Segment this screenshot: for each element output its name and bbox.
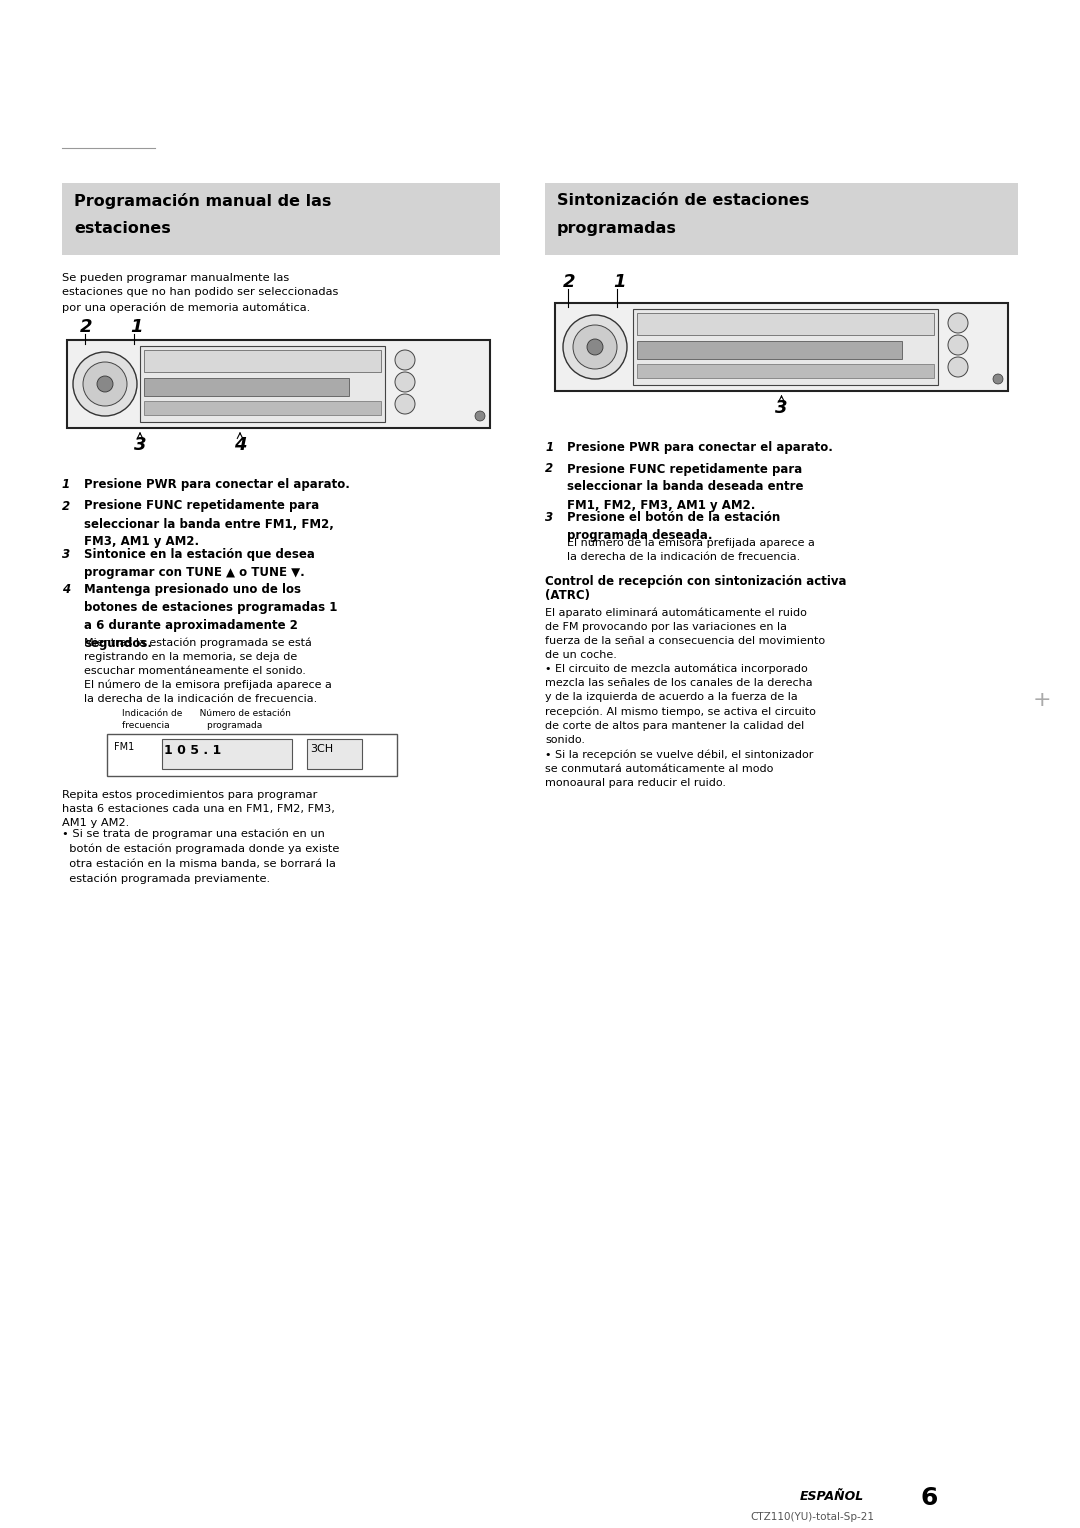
Text: Presione FUNC repetidamente para
seleccionar la banda entre FM1, FM2,
FM3, AM1 y: Presione FUNC repetidamente para selecci… <box>84 500 334 549</box>
Bar <box>545 183 1018 255</box>
Text: Programación manual de las: Programación manual de las <box>75 193 332 209</box>
Bar <box>107 733 397 776</box>
Text: Sintonización de estaciones: Sintonización de estaciones <box>557 193 809 208</box>
Text: 3: 3 <box>775 399 787 417</box>
Bar <box>637 313 934 335</box>
Bar <box>307 738 362 769</box>
Text: El número de la emisora prefijada aparece a
la derecha de la indicación de frecu: El número de la emisora prefijada aparec… <box>567 538 815 562</box>
Circle shape <box>73 351 137 416</box>
Text: 3: 3 <box>134 435 146 454</box>
Circle shape <box>395 371 415 393</box>
Bar <box>633 309 939 385</box>
Text: 1: 1 <box>613 274 625 290</box>
Text: estaciones: estaciones <box>75 222 171 235</box>
Text: 2: 2 <box>545 463 553 475</box>
Bar <box>637 341 902 359</box>
Circle shape <box>588 339 603 354</box>
Circle shape <box>993 374 1003 384</box>
Text: 3: 3 <box>62 549 70 561</box>
Text: 2: 2 <box>563 274 576 290</box>
Text: Mientras la estación programada se está
registrando en la memoria, se deja de
es: Mientras la estación programada se está … <box>84 637 332 704</box>
Bar <box>555 303 1008 391</box>
Bar <box>144 400 381 416</box>
Text: El aparato eliminará automáticamente el ruido
de FM provocando por las variacion: El aparato eliminará automáticamente el … <box>545 607 825 788</box>
Text: (ATRC): (ATRC) <box>545 588 590 602</box>
Text: 2: 2 <box>62 500 70 512</box>
Bar <box>140 345 384 422</box>
Bar <box>162 738 292 769</box>
Text: 4: 4 <box>62 584 70 596</box>
Text: 1: 1 <box>130 318 143 336</box>
Bar <box>144 377 349 396</box>
Circle shape <box>573 325 617 368</box>
Text: ESPAÑOL: ESPAÑOL <box>800 1490 864 1504</box>
Text: Presione PWR para conectar el aparato.: Presione PWR para conectar el aparato. <box>84 478 350 490</box>
Text: 2: 2 <box>80 318 93 336</box>
Text: 1: 1 <box>545 442 553 454</box>
Text: Control de recepción con sintonización activa: Control de recepción con sintonización a… <box>545 575 847 588</box>
Circle shape <box>97 376 113 393</box>
Text: Presione FUNC repetidamente para
seleccionar la banda deseada entre
FM1, FM2, FM: Presione FUNC repetidamente para selecci… <box>567 463 804 512</box>
Text: Presione PWR para conectar el aparato.: Presione PWR para conectar el aparato. <box>567 442 833 454</box>
Text: 3CH: 3CH <box>310 744 333 753</box>
Circle shape <box>475 411 485 422</box>
Text: 1 0 5 . 1: 1 0 5 . 1 <box>164 744 221 756</box>
Circle shape <box>948 313 968 333</box>
Text: programadas: programadas <box>557 222 677 235</box>
Text: Presione el botón de la estación
programada deseada.: Presione el botón de la estación program… <box>567 510 780 542</box>
Bar <box>144 350 381 371</box>
Circle shape <box>948 335 968 354</box>
Text: Mantenga presionado uno de los
botones de estaciones programadas 1
a 6 durante a: Mantenga presionado uno de los botones d… <box>84 584 337 649</box>
Bar <box>67 341 490 428</box>
Text: +: + <box>1032 691 1051 711</box>
Bar <box>62 183 500 255</box>
Text: frecuencia             programada: frecuencia programada <box>122 721 262 729</box>
Text: FM1: FM1 <box>114 741 134 752</box>
Bar <box>637 364 934 377</box>
Circle shape <box>563 315 627 379</box>
Text: Sintonice en la estación que desea
programar con TUNE ▲ o TUNE ▼.: Sintonice en la estación que desea progr… <box>84 549 315 579</box>
Circle shape <box>395 350 415 370</box>
Text: • Si se trata de programar una estación en un
  botón de estación programada don: • Si se trata de programar una estación … <box>62 828 339 883</box>
Text: Se pueden programar manualmente las
estaciones que no han podido ser seleccionad: Se pueden programar manualmente las esta… <box>62 274 338 313</box>
Circle shape <box>83 362 127 406</box>
Circle shape <box>948 358 968 377</box>
Text: Indicación de      Número de estación: Indicación de Número de estación <box>122 709 291 718</box>
Text: Repita estos procedimientos para programar
hasta 6 estaciones cada una en FM1, F: Repita estos procedimientos para program… <box>62 790 335 828</box>
Text: 6: 6 <box>920 1487 937 1510</box>
Text: CTZ110(YU)-total-Sp-21: CTZ110(YU)-total-Sp-21 <box>750 1513 874 1522</box>
Text: 1: 1 <box>62 478 70 490</box>
Circle shape <box>395 394 415 414</box>
Text: 3: 3 <box>545 510 553 524</box>
Text: 4: 4 <box>233 435 246 454</box>
